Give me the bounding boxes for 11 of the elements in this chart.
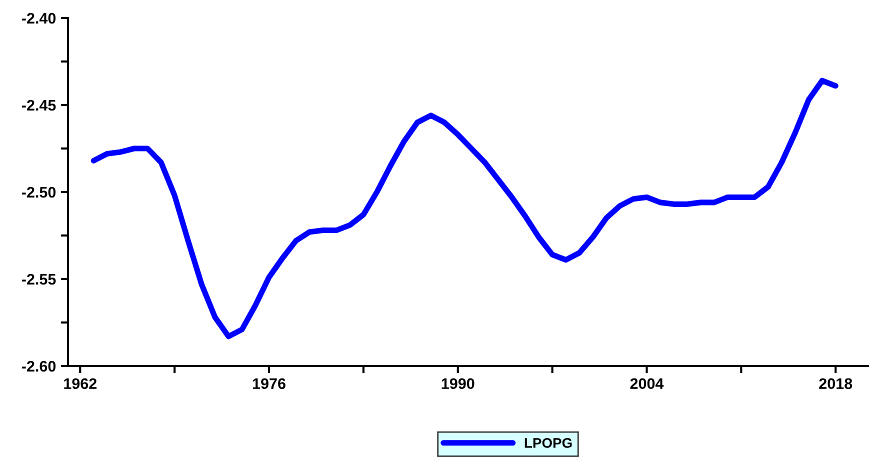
y-tick-label: -2.60 [22, 360, 56, 372]
legend-label: LPOPG [524, 438, 572, 448]
y-tick-label: -2.50 [22, 186, 56, 198]
y-tick-label: -2.40 [22, 12, 56, 24]
x-tick-label: 2004 [630, 378, 664, 390]
x-tick-label: 1962 [64, 378, 97, 390]
x-tick-label: 1990 [442, 378, 474, 390]
x-tick-label: 1976 [252, 378, 286, 390]
x-tick-label: 2018 [819, 378, 852, 390]
y-tick-label: -2.45 [22, 100, 56, 111]
y-tick-label: -2.55 [22, 274, 56, 285]
